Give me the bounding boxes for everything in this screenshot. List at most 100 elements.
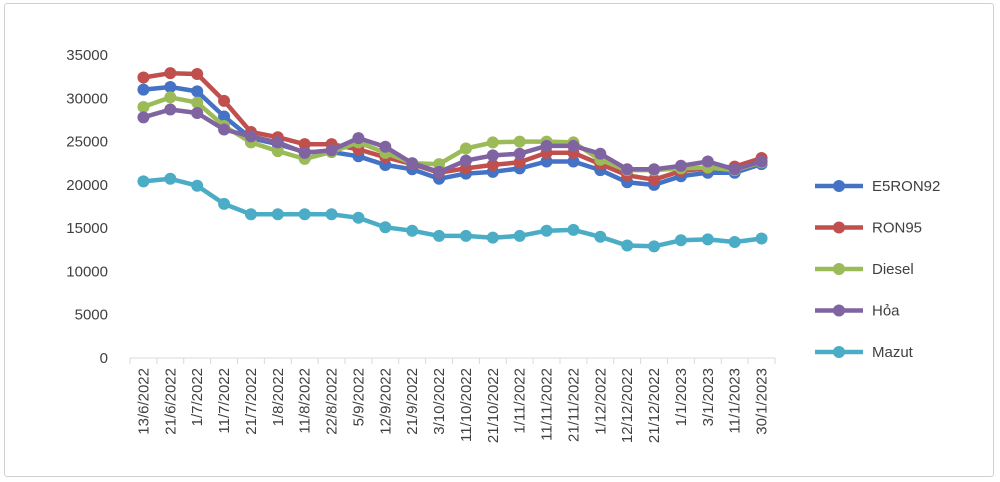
data-point-h-a — [728, 163, 741, 176]
x-tick-label: 22/8/2022 — [324, 368, 341, 435]
data-point-mazut — [218, 197, 231, 210]
legend-swatch-marker — [833, 180, 845, 192]
x-tick-label: 11/1/2023 — [727, 368, 744, 434]
series-line-mazut — [141, 176, 764, 249]
x-tick-label: 12/12/2022 — [619, 368, 636, 443]
x-tick-label: 1/11/2022 — [512, 368, 529, 434]
data-point-mazut — [567, 223, 580, 236]
data-point-h-a — [164, 103, 177, 116]
x-tick-label: 21/6/2022 — [162, 368, 179, 435]
data-point-mazut — [191, 179, 204, 192]
data-point-diesel — [513, 135, 526, 148]
data-point-diesel — [137, 100, 150, 113]
data-point-mazut — [433, 229, 446, 242]
x-tick-label: 1/12/2022 — [592, 368, 609, 435]
y-tick-label: 20000 — [66, 177, 108, 194]
data-point-mazut — [486, 231, 499, 244]
data-point-h-a — [459, 154, 472, 167]
data-point-e5ron92 — [540, 155, 553, 168]
data-point-ron95 — [137, 71, 150, 84]
legend-swatch-marker — [833, 304, 845, 317]
data-point-diesel — [191, 96, 204, 109]
data-point-mazut — [513, 229, 526, 242]
data-point-diesel — [486, 136, 499, 149]
data-point-diesel — [164, 91, 177, 104]
data-point-e5ron92 — [164, 81, 177, 94]
x-tick-label: 11/11/2022 — [539, 368, 556, 441]
data-point-h-a — [191, 107, 204, 120]
legend-swatch-marker — [833, 263, 845, 275]
data-point-ron95 — [298, 138, 311, 151]
data-point-mazut — [621, 239, 634, 252]
data-point-h-a — [406, 157, 419, 170]
x-tick-label: 3/10/2022 — [431, 368, 448, 435]
data-point-h-a — [648, 163, 661, 176]
data-point-h-a — [486, 149, 499, 162]
data-point-ron95 — [513, 156, 526, 169]
data-point-e5ron92 — [218, 110, 231, 123]
x-tick-label: 1/8/2022 — [270, 368, 287, 426]
y-tick-label: 0 — [100, 350, 108, 367]
x-tick-label: 5/9/2022 — [350, 368, 367, 426]
data-point-mazut — [298, 208, 311, 221]
legend-label: E5RON92 — [872, 178, 940, 195]
data-point-e5ron92 — [137, 83, 150, 96]
x-tick-label: 21/12/2022 — [646, 368, 663, 443]
data-point-mazut — [648, 240, 661, 253]
data-point-mazut — [325, 208, 338, 221]
x-tick-label: 12/9/2022 — [377, 368, 394, 435]
data-point-mazut — [594, 230, 607, 243]
data-point-h-a — [594, 147, 607, 160]
data-point-h-a — [755, 155, 768, 168]
legend-swatch-marker — [833, 221, 845, 234]
y-tick-label: 35000 — [66, 47, 108, 64]
y-tick-label: 25000 — [66, 134, 108, 151]
data-point-mazut — [674, 234, 687, 247]
data-point-mazut — [406, 224, 419, 237]
data-point-h-a — [674, 159, 687, 172]
data-point-ron95 — [218, 94, 231, 107]
y-tick-label: 5000 — [75, 307, 108, 324]
data-point-mazut — [271, 208, 284, 221]
data-point-h-a — [567, 139, 580, 152]
data-point-mazut — [728, 235, 741, 248]
data-point-ron95 — [164, 67, 177, 80]
x-tick-label: 13/6/2022 — [135, 368, 152, 435]
data-point-mazut — [701, 233, 714, 246]
data-point-mazut — [164, 172, 177, 185]
x-tick-label: 1/7/2022 — [189, 368, 206, 426]
x-tick-label: 3/1/2023 — [700, 368, 717, 426]
data-point-ron95 — [191, 68, 204, 81]
legend-label: Diesel — [872, 261, 914, 278]
y-tick-label: 30000 — [66, 90, 108, 107]
y-tick-label: 10000 — [66, 263, 108, 280]
data-point-ron95 — [486, 158, 499, 171]
data-point-h-a — [325, 144, 338, 157]
data-point-h-a — [540, 139, 553, 152]
x-tick-label: 11/10/2022 — [458, 368, 475, 442]
data-point-h-a — [379, 140, 392, 153]
data-point-mazut — [137, 175, 150, 188]
series-line-h-a — [141, 107, 764, 175]
x-tick-label: 11/7/2022 — [216, 368, 233, 434]
data-point-h-a — [513, 147, 526, 160]
legend-label: Hỏa — [872, 303, 900, 320]
data-point-e5ron92 — [191, 85, 204, 98]
x-tick-label: 21/11/2022 — [565, 368, 582, 442]
x-tick-label: 30/1/2023 — [754, 368, 771, 435]
data-point-h-a — [621, 163, 634, 176]
data-point-h-a — [271, 136, 284, 149]
data-point-h-a — [218, 123, 231, 136]
data-point-h-a — [433, 165, 446, 178]
x-tick-label: 21/9/2022 — [404, 368, 421, 435]
legend-swatch-marker — [833, 346, 845, 358]
x-tick-label: 1/1/2023 — [673, 368, 690, 426]
data-point-h-a — [137, 111, 150, 124]
data-point-mazut — [755, 232, 768, 245]
data-point-mazut — [540, 224, 553, 237]
data-point-h-a — [701, 155, 714, 168]
data-point-mazut — [379, 221, 392, 234]
x-tick-label: 11/8/2022 — [297, 368, 314, 434]
data-point-h-a — [298, 146, 311, 159]
data-point-diesel — [459, 142, 472, 155]
